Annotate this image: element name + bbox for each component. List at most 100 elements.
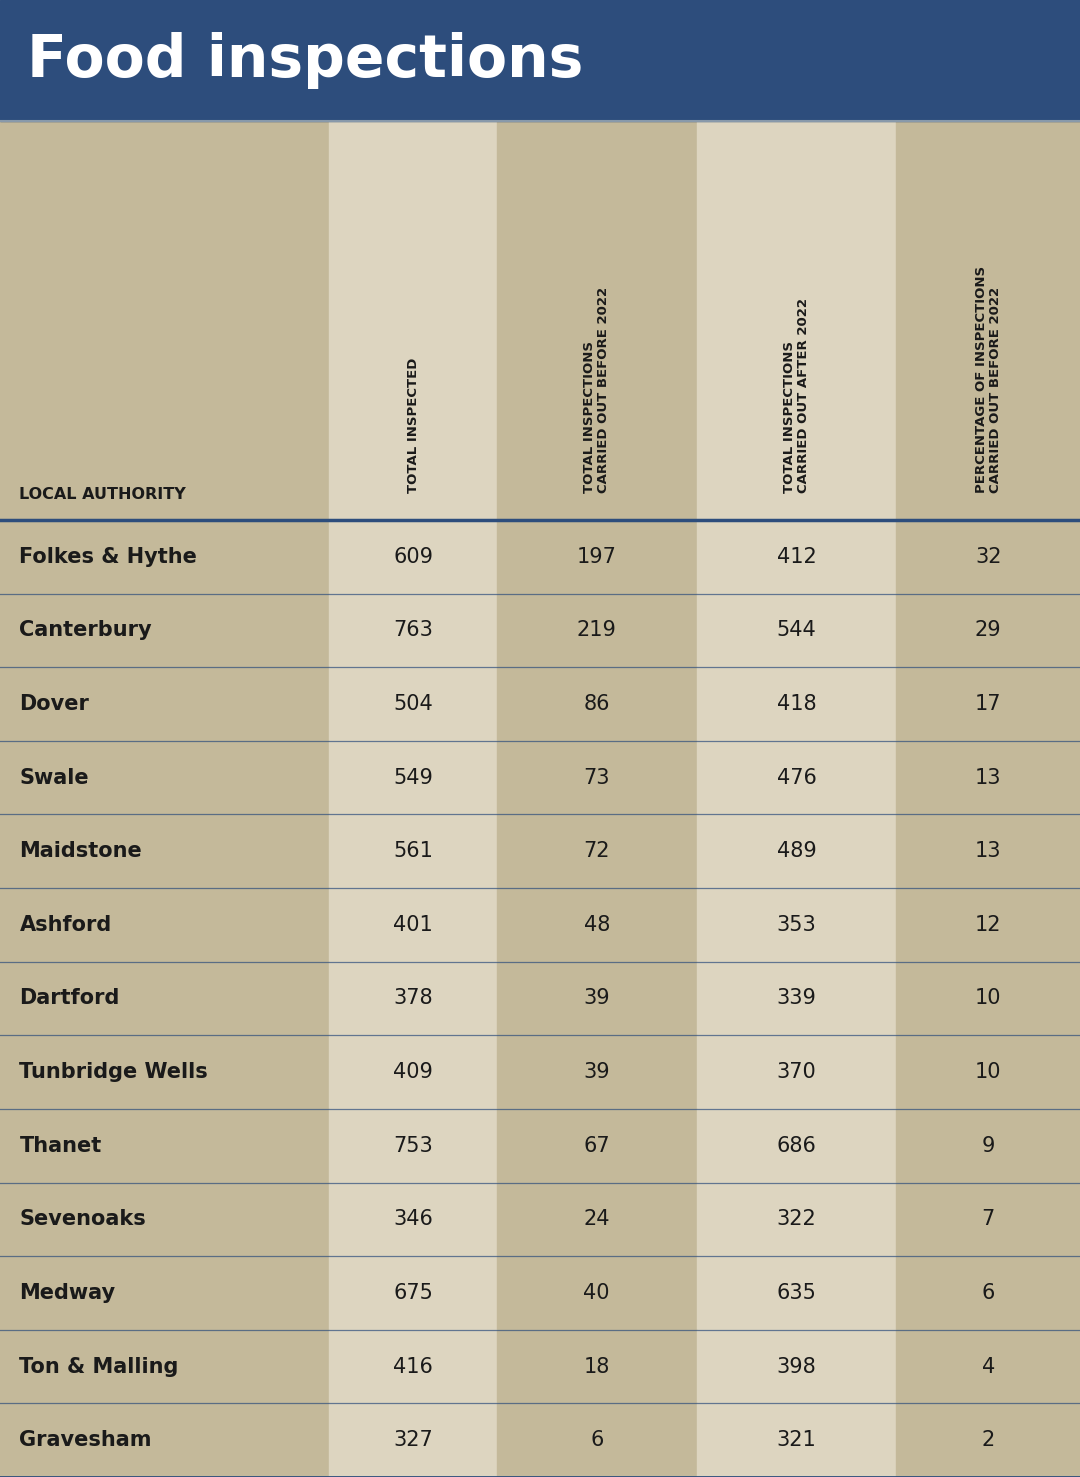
Text: Ashford: Ashford xyxy=(19,914,111,935)
Text: 4: 4 xyxy=(982,1356,995,1377)
Text: 327: 327 xyxy=(393,1430,433,1450)
Text: 561: 561 xyxy=(393,842,433,861)
Bar xyxy=(896,1035,1080,1109)
Bar xyxy=(697,1329,896,1403)
Bar xyxy=(896,741,1080,814)
Text: 2: 2 xyxy=(982,1430,995,1450)
Bar xyxy=(0,962,329,1035)
Text: Tunbridge Wells: Tunbridge Wells xyxy=(19,1062,208,1083)
Bar xyxy=(329,594,497,668)
Text: 10: 10 xyxy=(975,988,1001,1009)
Bar xyxy=(697,1255,896,1329)
Bar xyxy=(896,1109,1080,1183)
Text: 32: 32 xyxy=(975,546,1001,567)
Text: 504: 504 xyxy=(393,694,433,713)
Text: 24: 24 xyxy=(583,1210,610,1229)
Bar xyxy=(329,814,497,888)
Text: Medway: Medway xyxy=(19,1284,116,1303)
Bar xyxy=(329,1183,497,1255)
Text: 339: 339 xyxy=(777,988,816,1009)
Text: LOCAL AUTHORITY: LOCAL AUTHORITY xyxy=(19,487,186,502)
Text: 409: 409 xyxy=(393,1062,433,1083)
Bar xyxy=(0,520,329,594)
Bar xyxy=(896,668,1080,741)
Text: 418: 418 xyxy=(777,694,816,713)
Bar xyxy=(0,1329,329,1403)
Bar xyxy=(896,962,1080,1035)
Bar xyxy=(697,888,896,962)
Text: 73: 73 xyxy=(583,768,610,787)
Text: 686: 686 xyxy=(777,1136,816,1155)
Text: 40: 40 xyxy=(583,1284,610,1303)
Bar xyxy=(0,668,329,741)
Bar xyxy=(497,668,697,741)
Bar xyxy=(697,741,896,814)
Text: 401: 401 xyxy=(393,914,433,935)
Bar xyxy=(497,594,697,668)
Text: 412: 412 xyxy=(777,546,816,567)
Text: Canterbury: Canterbury xyxy=(19,620,152,641)
Text: 13: 13 xyxy=(975,768,1001,787)
Bar xyxy=(497,888,697,962)
Bar xyxy=(497,741,697,814)
Text: 416: 416 xyxy=(393,1356,433,1377)
Text: Maidstone: Maidstone xyxy=(19,842,143,861)
Text: 635: 635 xyxy=(777,1284,816,1303)
Bar xyxy=(697,962,896,1035)
Bar xyxy=(0,1109,329,1183)
Bar xyxy=(497,1329,697,1403)
Bar xyxy=(0,741,329,814)
Bar xyxy=(697,668,896,741)
Text: 476: 476 xyxy=(777,768,816,787)
Bar xyxy=(697,594,896,668)
Text: Folkes & Hythe: Folkes & Hythe xyxy=(19,546,198,567)
Bar xyxy=(497,814,697,888)
Bar xyxy=(329,121,497,520)
Bar xyxy=(0,814,329,888)
Bar xyxy=(329,962,497,1035)
Bar xyxy=(329,1035,497,1109)
Bar xyxy=(0,0,1080,121)
Bar xyxy=(497,520,697,594)
Bar xyxy=(896,121,1080,520)
Text: Food inspections: Food inspections xyxy=(27,32,583,89)
Bar xyxy=(697,121,896,520)
Text: 12: 12 xyxy=(975,914,1001,935)
Text: 13: 13 xyxy=(975,842,1001,861)
Text: 675: 675 xyxy=(393,1284,433,1303)
Text: Thanet: Thanet xyxy=(19,1136,102,1155)
Bar xyxy=(896,1255,1080,1329)
Text: 489: 489 xyxy=(777,842,816,861)
Bar xyxy=(0,121,329,520)
Bar xyxy=(896,1403,1080,1477)
Bar xyxy=(329,1255,497,1329)
Bar xyxy=(497,1183,697,1255)
Text: 17: 17 xyxy=(975,694,1001,713)
Text: 6: 6 xyxy=(982,1284,995,1303)
Bar xyxy=(0,1403,329,1477)
Bar xyxy=(697,814,896,888)
Text: 67: 67 xyxy=(583,1136,610,1155)
Bar xyxy=(497,1035,697,1109)
Text: 219: 219 xyxy=(577,620,617,641)
Text: 7: 7 xyxy=(982,1210,995,1229)
Bar xyxy=(329,668,497,741)
Text: 346: 346 xyxy=(393,1210,433,1229)
Bar xyxy=(329,1403,497,1477)
Text: 86: 86 xyxy=(583,694,610,713)
Text: 18: 18 xyxy=(583,1356,610,1377)
Bar xyxy=(497,962,697,1035)
Bar xyxy=(497,121,697,520)
Text: Sevenoaks: Sevenoaks xyxy=(19,1210,146,1229)
Bar xyxy=(697,520,896,594)
Text: 370: 370 xyxy=(777,1062,816,1083)
Bar xyxy=(896,1329,1080,1403)
Text: 609: 609 xyxy=(393,546,433,567)
Text: 549: 549 xyxy=(393,768,433,787)
Bar xyxy=(0,594,329,668)
Bar xyxy=(697,1109,896,1183)
Bar xyxy=(896,888,1080,962)
Text: 39: 39 xyxy=(583,1062,610,1083)
Bar xyxy=(896,1183,1080,1255)
Text: TOTAL INSPECTED: TOTAL INSPECTED xyxy=(406,357,420,493)
